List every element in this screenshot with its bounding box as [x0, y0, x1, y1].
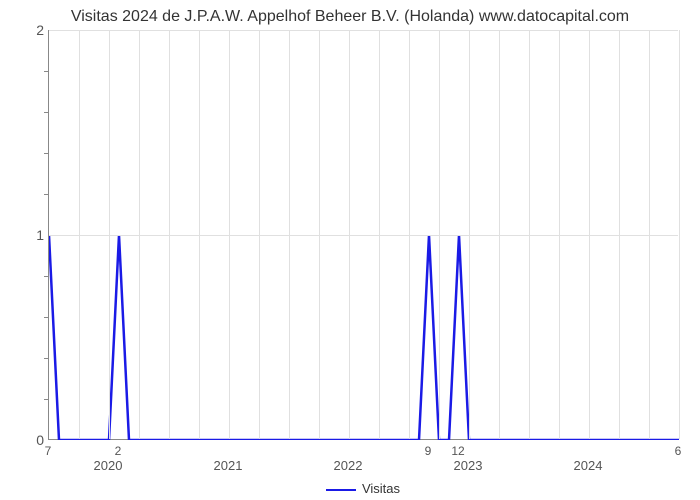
- y-tick-label: 1: [4, 227, 44, 243]
- y-minor-tick: [44, 153, 48, 154]
- chart-container: Visitas 2024 de J.P.A.W. Appelhof Beheer…: [0, 0, 700, 500]
- y-minor-tick: [44, 71, 48, 72]
- chart-title: Visitas 2024 de J.P.A.W. Appelhof Beheer…: [0, 8, 700, 26]
- x-tick-label: 2020: [94, 458, 123, 473]
- y-minor-tick: [44, 317, 48, 318]
- x-tick-label: 2024: [574, 458, 603, 473]
- x-tick-label: 2023: [454, 458, 483, 473]
- x-data-label: 6: [675, 444, 682, 458]
- x-data-label: 7: [45, 444, 52, 458]
- y-tick-label: 2: [4, 22, 44, 38]
- x-tick-label: 2022: [334, 458, 363, 473]
- x-data-label: 2: [115, 444, 122, 458]
- y-minor-tick: [44, 276, 48, 277]
- y-tick-label: 0: [4, 432, 44, 448]
- y-minor-tick: [44, 194, 48, 195]
- x-tick-label: 2021: [214, 458, 243, 473]
- grid-horizontal: [49, 235, 678, 236]
- plot-area: [48, 30, 678, 440]
- x-data-label: 12: [451, 444, 464, 458]
- y-minor-tick: [44, 358, 48, 359]
- legend-swatch: [326, 489, 356, 491]
- y-minor-tick: [44, 399, 48, 400]
- x-data-label: 9: [425, 444, 432, 458]
- grid-horizontal: [49, 30, 678, 31]
- legend: Visitas: [48, 481, 678, 496]
- legend-label: Visitas: [362, 481, 400, 496]
- y-minor-tick: [44, 112, 48, 113]
- grid-vertical: [679, 30, 680, 439]
